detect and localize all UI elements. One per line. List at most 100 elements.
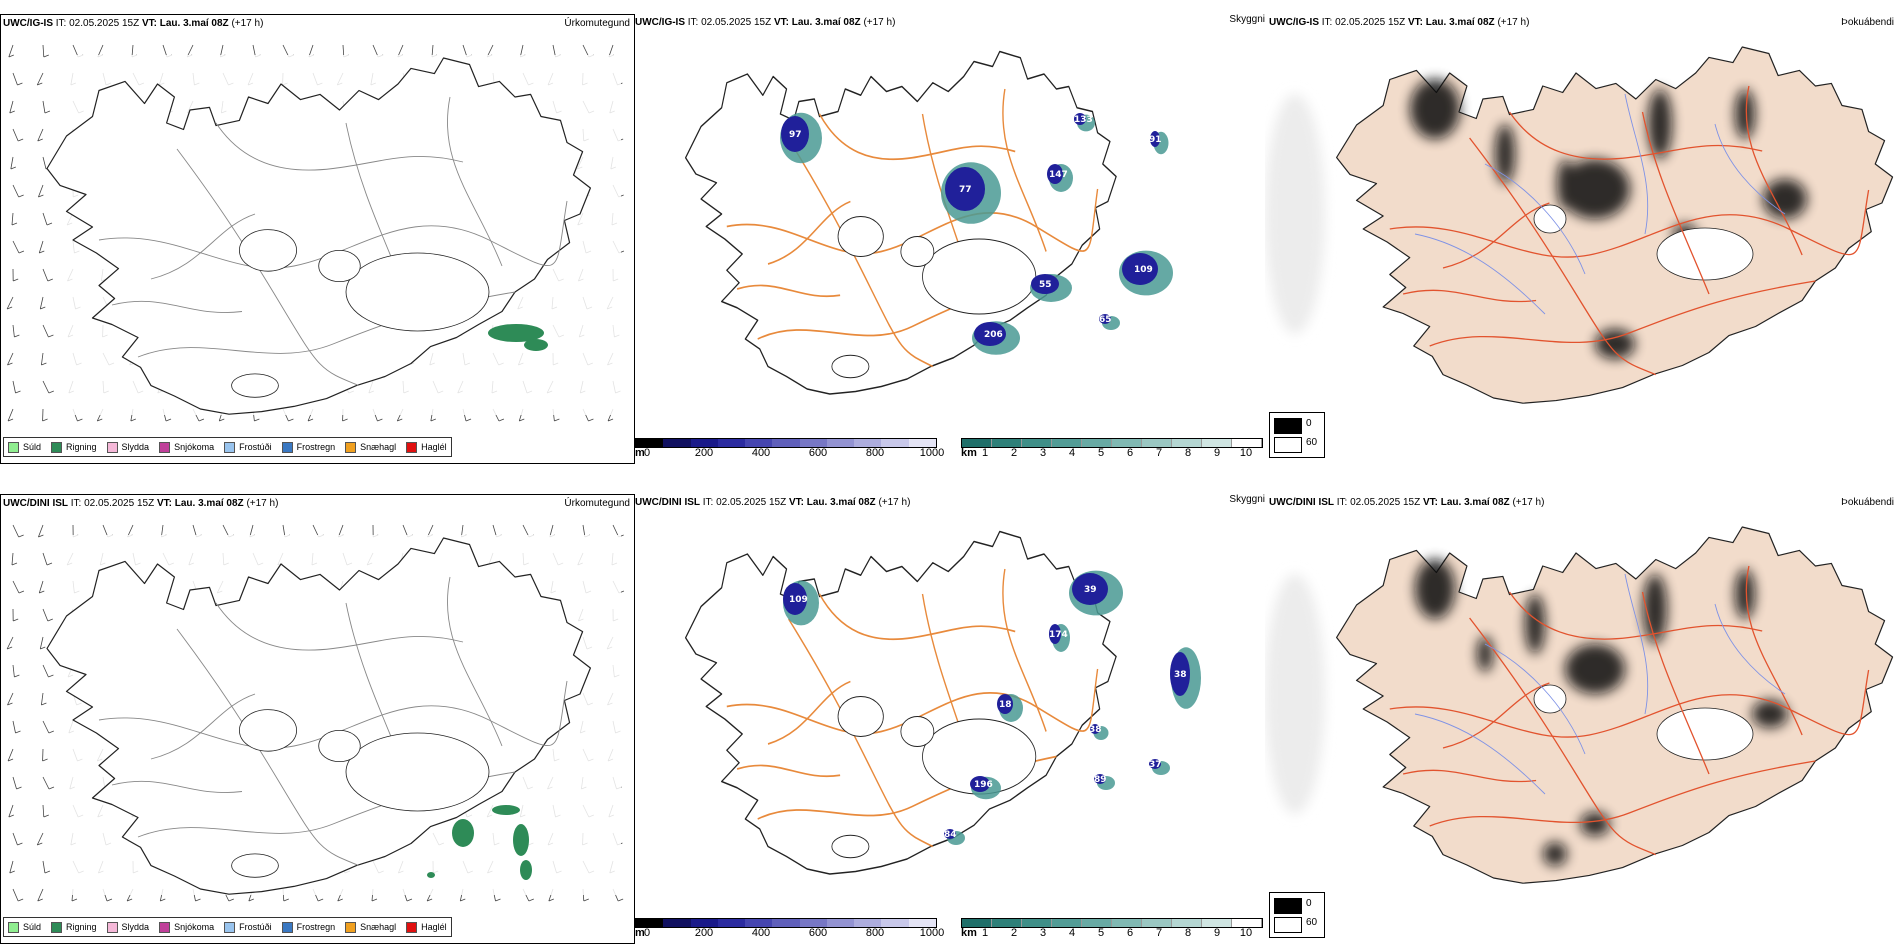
offshore-haze [1265,574,1325,814]
model-name: UWC/IG-IS [635,17,685,28]
fog-legend-swatch-high [1274,917,1302,933]
visibility-tick-label: 9 [1213,927,1221,939]
wind-barb [12,580,20,594]
wind-barb-flag [17,842,23,846]
lead-time: (+17 h) [1512,497,1545,508]
wind-barb-map [6,524,625,902]
glacier-hofsjokull [900,716,935,747]
road-line [736,764,841,778]
visibility-tick-label: 8 [1184,447,1192,459]
wind-barb-flag [283,898,289,902]
glacier-myrdalsjokull [831,354,870,379]
fog-cell [1565,644,1625,694]
wind-barb [38,184,44,198]
model-name: UWC/DINI ISL [1269,497,1334,508]
ceiling-scale: m 0 200 400 600 800 1000 [635,918,945,942]
it-value: 02.05.2025 15Z [84,498,155,509]
road-line [788,618,934,848]
vt-value: Lau. 3.maí 08Z [791,17,861,28]
cloud-visibility-map: 109 38 39 174 18 196 84 89 37 38 [684,530,1201,875]
wind-barb-flag [41,362,47,366]
ceiling-colorbar-step [908,439,936,447]
visibility-tick-label: 1 [981,927,989,939]
ceiling-colorbar-step [636,919,664,927]
panel-header: UWC/IG-IS IT: 02.05.2025 15Z VT: Lau. 3.… [635,17,895,28]
ceiling-colorbar-step [799,919,827,927]
road-line [1469,617,1657,856]
road-line [1469,137,1657,376]
ceiling-unit: m [635,447,645,459]
cloud-base-cell [945,167,985,211]
wind-barb-flag [198,418,205,422]
ceiling-colorbar-step [690,439,718,447]
visibility-tick-label: 10 [1239,447,1253,459]
ceiling-tick-label: 800 [865,927,885,939]
ceiling-colorbar-step [881,919,909,927]
ceiling-scale: m 0 200 400 600 800 1000 [635,438,945,462]
fog-cell [1735,89,1755,139]
precip-type-panel-row1: UWC/IG-IS IT: 02.05.2025 15Z VT: Lau. 3.… [0,14,635,464]
visibility-tick-label: 7 [1155,447,1163,459]
road-line [1389,189,1870,258]
ceiling-tick-label: 1000 [919,927,945,939]
cloud-base-cell [944,829,956,839]
wind-barb-flag [126,898,133,902]
wind-barb-flag [7,702,13,706]
visibility-unit: km [961,447,977,459]
river-line [1624,93,1649,235]
fog-indicator-map [1265,46,1894,404]
road-line [818,593,1016,641]
rain-cell [452,819,474,847]
wind-barb-flag [37,842,43,846]
wind-barb [42,156,47,170]
fog-cell [1543,842,1567,866]
model-name: UWC/IG-IS [3,18,53,29]
wind-barb-flag [15,730,21,734]
wind-barb [8,44,14,58]
cloud-visibility-panel-row1: UWC/IG-IS IT: 02.05.2025 15Z VT: Lau. 3.… [635,14,1265,464]
fog-areas [1415,559,1788,866]
road-line [1389,669,1870,738]
vt-value: Lau. 3.maí 08Z [806,497,876,508]
cloud-base-label: 37 [1149,760,1162,770]
wind-barb-flag [9,110,15,114]
cloud-base-label: 109 [789,595,808,605]
visibility-colorbar-step [1142,439,1172,447]
panel-title: Skyggni [1229,14,1265,25]
legend-item-snow: Snjókoma [159,921,214,933]
visibility-tick-label: 1 [981,447,989,459]
legend-item-freezing-drizzle: Frostúði [224,441,272,453]
wind-barb-flag [7,362,13,366]
ceiling-colorbar-step [663,439,691,447]
road-line [1002,88,1047,252]
wind-barb-flag [588,418,594,422]
wind-barb-flag [460,898,466,902]
road-line [1508,591,1763,640]
it-label: IT: [55,18,67,29]
wind-barb-flag [48,390,54,394]
wind-barb-flag [430,418,436,422]
fog-indicator-panel-row2: UWC/DINI ISL IT: 02.05.2025 15Z VT: Lau.… [1265,494,1900,944]
wind-barb [12,72,18,86]
wind-barb-flag [465,418,472,422]
legend-swatch [281,921,293,933]
wind-barb [10,156,14,170]
wind-barb-flag [44,110,51,114]
ceiling-tick-label: 0 [643,927,651,939]
wind-barb [11,212,14,226]
lead-time: (+17 h) [231,18,264,29]
cloud-base-cell [1170,652,1190,696]
lead-time: (+17 h) [1497,17,1530,28]
wind-barb-flag [41,702,47,706]
fog-legend-swatch-high [1274,437,1302,453]
glacier-vatnajokull [922,238,1037,315]
panel-title: Úrkomutegund [564,498,630,509]
legend-item-freezing-drizzle: Frostúði [224,921,272,933]
visibility-colorbar-step [1112,919,1142,927]
road-line [215,122,464,171]
river-network [1414,573,1786,795]
wind-barb-flag [14,334,20,338]
glacier-vatnajokull [1656,707,1754,761]
visibility-tick-label: 3 [1039,447,1047,459]
visibility-tick-label: 3 [1039,927,1047,939]
